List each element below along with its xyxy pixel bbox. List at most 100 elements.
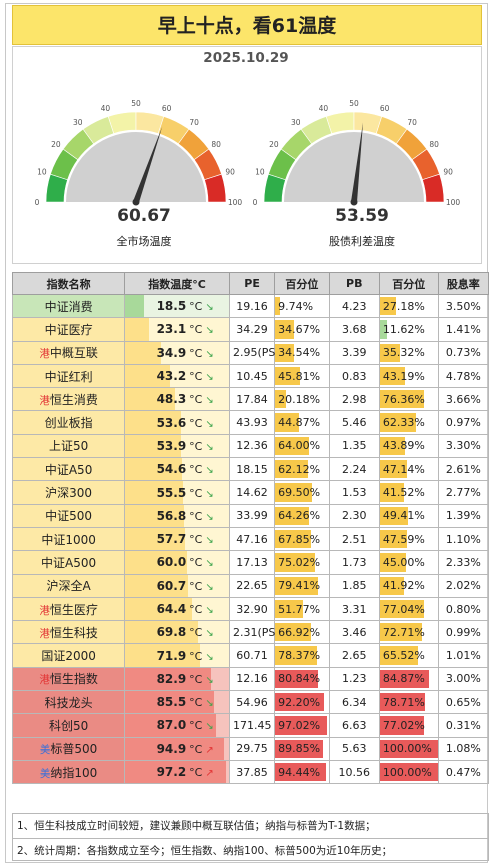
temperature-cell: 60.0 °C ↘ [124,550,231,575]
trend-arrow-icon: ↘ [205,325,214,337]
pe-percentile-cell: 64.26% [274,503,330,528]
trend-arrow-icon: ↘ [205,674,214,686]
pb-percentile-value: 84.87% [382,672,425,686]
temperature-bar [125,434,182,458]
index-name-cell: 科技龙头 [11,690,126,715]
index-name-cell: 沪深300 [11,480,126,505]
pe-percentile-value: 62.12% [278,462,321,476]
temperature-unit: °C [189,439,203,453]
pe-percentile-value: 67.85% [278,532,321,546]
trend-arrow-icon: ↗ [205,768,214,780]
pe-cell: 18.15 [229,457,276,482]
temperature-bar [125,714,216,737]
temperature-bar [125,364,171,388]
pe-percentile-value: 69.50% [278,486,321,500]
pe-percentile-bar [275,646,318,665]
temperature-cell: 94.9 °C ↗ [124,736,231,761]
pe-percentile-cell: 45.81% [274,363,330,389]
pb-percentile-value: 77.02% [382,718,425,732]
market-tag: 港 [39,394,50,407]
trend-arrow-icon: ↘ [205,605,214,616]
temperature-cell: 56.8 °C ↘ [124,503,231,528]
market-temperature-gauge: 0 10 20 30 40 50 60 70 80 90 100 60.67 全市场温度 [34,90,254,260]
pb-percentile-bar [379,762,438,782]
gauge-tick-label: 10 [255,167,265,176]
table-body: 中证消费 18.5 °C ↘ 19.16 9.74% 4.23 27.18% 3.50% 中证医疗… [11,293,490,785]
temperature-unit: °C [189,766,203,780]
pe-cell: 12.16 [229,666,276,692]
pe-percentile-cell: 51.77% [274,596,330,622]
table-row: 港恒生科技 69.8 °C ↘ 2.31(PS) 66.92% 3.46 72.71% 0.99… [11,620,490,645]
table-row: 中证A50 54.6 °C ↘ 18.15 62.12% 2.24 47.14% 2.61% [11,457,490,482]
pb-percentile-bar [379,693,426,712]
temperature-cell: 60.7 °C ↘ [124,573,231,598]
index-name-cell: 中证消费 [11,293,126,319]
dividend-yield-cell: 2.61% [437,457,490,482]
temperature-unit: °C [189,416,203,430]
trend-arrow-icon: ↘ [205,651,214,663]
pe-percentile-cell: 62.12% [274,457,330,482]
pb-percentile-cell: 76.36% [378,387,439,412]
dividend-yield-cell: 0.65% [437,690,490,715]
pe-percentile-bar [275,623,311,642]
temperature-value: 34.9 [156,345,187,360]
market-temperature-value: 60.67 [117,206,171,226]
pb-percentile-value: 100.00% [382,765,432,779]
gauge-tick-label: 90 [443,167,453,176]
trend-arrow-icon: ↘ [205,488,214,500]
gauge-tick-label: 90 [225,167,235,176]
pb-percentile-bar [379,460,408,479]
temperature-value: 56.8 [156,508,187,523]
pb-cell: 5.63 [328,736,380,761]
pe-percentile-cell: 64.00% [274,433,330,459]
gauge-tick-label: 0 [253,198,258,207]
pe-percentile-cell: 92.20% [274,690,330,715]
temperature-value: 53.6 [156,415,187,430]
temperature-cell: 34.9 °C ↘ [124,340,231,365]
temperature-value: 60.7 [156,578,187,593]
pb-percentile-bar [379,553,406,572]
table-row: 创业板指 53.6 °C ↘ 43.93 44.87% 5.46 62.33% 0.97% [11,410,490,435]
trend-arrow-icon: ↘ [205,535,214,547]
pb-percentile-cell: 100.00% [378,736,439,761]
index-name: 创业板指 [44,416,93,431]
temperature-cell: 43.2 °C ↘ [124,363,231,389]
pe-cell: 14.62 [229,480,276,505]
temperature-cell: 87.0 °C ↘ [124,713,231,738]
temperature-unit: °C [189,533,203,547]
pb-percentile-value: 43.89% [382,439,425,453]
pe-percentile-cell: 66.92% [274,620,330,645]
index-name-cell: 中证医疗 [11,317,126,342]
pe-percentile-value: 9.74% [278,299,314,313]
gauge-tick-label: 20 [269,140,279,149]
temperature-unit: °C [189,300,203,314]
pb-percentile-cell: 84.87% [378,666,439,692]
pb-cell: 1.35 [328,433,380,459]
temperature-cell: 69.8 °C ↘ [124,620,231,645]
header-pb-percentile: 百分位 [378,272,439,295]
pb-cell: 3.39 [328,340,380,365]
table-row: 中证A500 60.0 °C ↘ 17.13 75.02% 1.73 45.00% 2.33% [11,550,490,575]
index-name-cell: 中证500 [11,503,126,528]
trend-arrow-icon: ↗ [205,744,214,756]
pb-percentile-value: 72.71% [382,625,425,639]
index-name: 上证50 [48,439,89,454]
gauge-tick-label: 0 [35,198,40,207]
pe-percentile-cell: 69.50% [274,480,330,505]
pb-cell: 0.83 [328,363,380,389]
pe-percentile-cell: 94.44% [274,759,330,785]
index-name: 中证医疗 [44,322,93,337]
temperature-cell: 85.5 °C ↘ [124,690,231,715]
pb-percentile-bar [379,436,406,456]
gauge-tick-label: 40 [101,104,111,113]
pe-cell: 32.90 [229,596,276,622]
pb-cell: 3.46 [328,620,380,645]
pe-percentile-value: 64.00% [278,439,321,453]
temperature-unit: °C [189,346,203,360]
trend-arrow-icon: ↘ [205,465,214,477]
table-row: 中证消费 18.5 °C ↘ 19.16 9.74% 4.23 27.18% 3.50% [11,293,490,319]
table-row: 美标普500 94.9 °C ↗ 29.75 89.85% 5.63 100.00% 1.08% [11,736,490,761]
temperature-bar [125,760,227,784]
pb-cell: 3.31 [328,596,380,622]
header-dividend-yield: 股息率 [437,272,490,295]
